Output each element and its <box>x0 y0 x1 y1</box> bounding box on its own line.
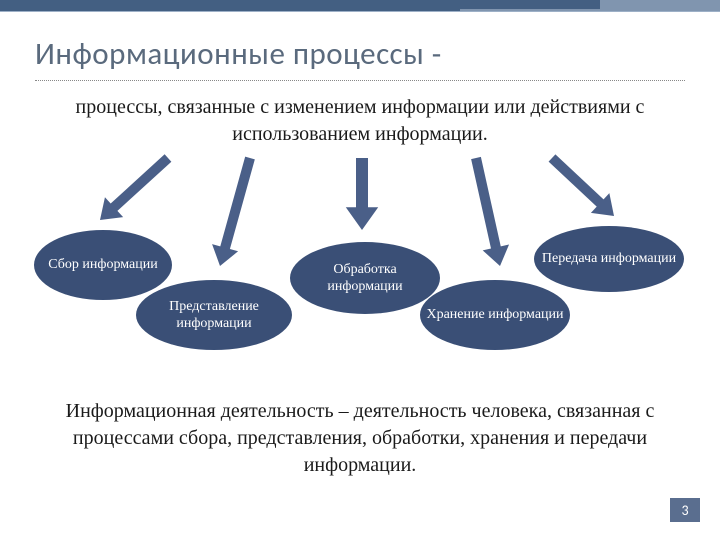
ellipse-label: Хранение информации <box>426 306 563 324</box>
process-ellipse: Представление информации <box>136 280 292 350</box>
process-ellipse: Хранение информации <box>420 280 570 350</box>
arrow-icon <box>471 157 509 266</box>
subtitle-text: процессы, связанные с изменением информа… <box>40 94 680 148</box>
arrow-icon <box>346 158 378 230</box>
arrow-icon <box>100 154 171 220</box>
process-ellipse: Сбор информации <box>34 230 172 300</box>
stripe <box>0 11 720 12</box>
title-divider <box>35 80 685 82</box>
process-ellipse: Обработка информации <box>290 242 440 314</box>
stripe-tail <box>460 9 720 11</box>
ellipse-label: Сбор информации <box>48 256 157 274</box>
ellipse-label: Представление информации <box>142 298 286 333</box>
process-ellipse: Передача информации <box>534 226 684 292</box>
arrow-icon <box>212 157 255 266</box>
ellipse-label: Обработка информации <box>296 261 434 296</box>
page-title: Информационные процессы - <box>35 35 442 73</box>
arrow-icon <box>549 154 614 216</box>
stripe-tail <box>600 0 720 9</box>
ellipse-label: Передача информации <box>542 250 676 268</box>
page-number: 3 <box>681 502 688 519</box>
footer-text: Информационная деятельность – деятельнос… <box>60 398 660 479</box>
decorative-top-border <box>0 0 720 16</box>
page-number-badge: 3 <box>670 498 700 522</box>
process-diagram: Сбор информации Представление информации О… <box>0 150 720 390</box>
